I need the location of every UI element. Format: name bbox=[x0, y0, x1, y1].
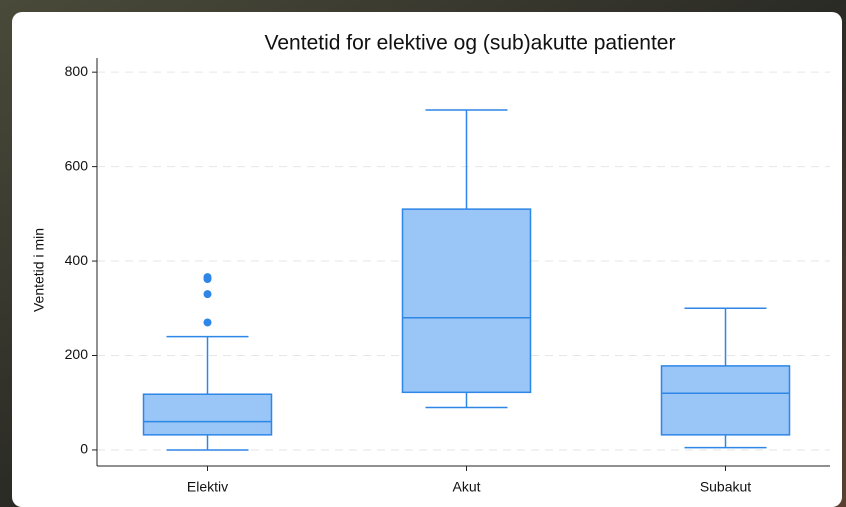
chart-title: Ventetid for elektive og (sub)akutte pat… bbox=[265, 32, 676, 55]
y-axis-label: Ventetid i min bbox=[31, 228, 47, 312]
y-tick-label: 800 bbox=[65, 63, 89, 79]
x-tick-label: Akut bbox=[452, 479, 480, 495]
y-tick-label: 400 bbox=[65, 252, 89, 268]
chart: Ventetid for elektive og (sub)akutte pat… bbox=[0, 0, 846, 507]
page: Ventetid for elektive og (sub)akutte pat… bbox=[0, 0, 846, 507]
box bbox=[144, 394, 272, 435]
y-tick-label: 0 bbox=[80, 441, 88, 457]
x-tick-label: Elektiv bbox=[187, 479, 228, 495]
outlier bbox=[204, 273, 212, 281]
outlier bbox=[204, 290, 212, 298]
outlier bbox=[204, 318, 212, 326]
y-tick-label: 600 bbox=[65, 157, 89, 173]
y-tick-label: 200 bbox=[65, 346, 89, 362]
box bbox=[403, 209, 531, 392]
box bbox=[662, 366, 790, 435]
x-tick-label: Subakut bbox=[700, 479, 751, 495]
